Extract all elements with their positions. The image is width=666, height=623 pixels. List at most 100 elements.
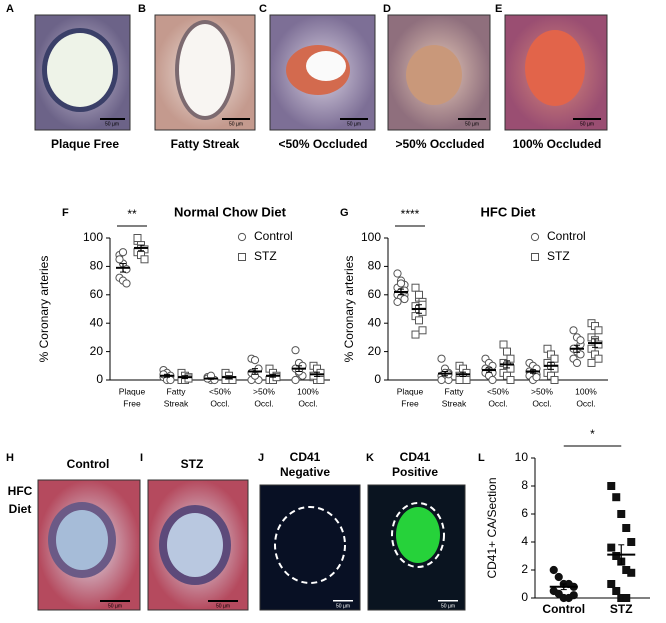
- data-point: [250, 356, 260, 365]
- data-point: [549, 565, 558, 575]
- data-point: [291, 346, 300, 355]
- caption: STZ: [181, 457, 204, 471]
- data-point: [437, 354, 446, 363]
- y-tick-label: 100: [361, 230, 381, 244]
- y-tick-label: 80: [368, 259, 382, 273]
- panel-letter: D: [383, 3, 391, 15]
- data-point: [462, 376, 471, 384]
- x-tick-label: STZ: [610, 602, 633, 616]
- data-point: [503, 347, 511, 356]
- legend-marker: [530, 232, 540, 242]
- y-tick-label: 4: [521, 534, 528, 548]
- y-tick-label: 0: [96, 372, 103, 386]
- data-point: [506, 376, 515, 384]
- y-tick-label: 0: [374, 372, 381, 386]
- chart-title: HFC Diet: [481, 204, 537, 219]
- data-point: [316, 376, 325, 384]
- data-point: [140, 255, 149, 264]
- x-tick-label: Fatty: [445, 386, 465, 396]
- data-point: [612, 493, 621, 502]
- x-tick-label: Occl.: [532, 398, 551, 408]
- scale-label: 50 µm: [336, 603, 350, 609]
- scale-label: 50 µm: [465, 121, 479, 127]
- micrographs-bottom: [37, 479, 466, 611]
- y-tick-label: 100: [83, 230, 103, 244]
- y-tick-label: 60: [90, 287, 104, 301]
- x-tick-label: Plaque: [397, 386, 424, 396]
- data-point: [411, 283, 420, 292]
- data-point: [400, 294, 409, 304]
- x-tick-label: 100%: [575, 386, 597, 396]
- legend-label: Control: [254, 229, 293, 243]
- data-point: [594, 326, 603, 335]
- data-point: [569, 591, 578, 600]
- x-tick-label: >50%: [253, 386, 275, 396]
- x-tick-label: Streak: [164, 398, 189, 408]
- scale-label: 50 µm: [347, 121, 361, 127]
- data-point: [594, 354, 603, 363]
- caption: <50% Occluded: [278, 137, 367, 151]
- data-point: [418, 326, 427, 335]
- x-tick-label: <50%: [487, 386, 509, 396]
- y-axis-label: CD41+ CA/Section: [485, 477, 499, 578]
- data-point: [572, 358, 582, 368]
- data-point: [411, 330, 420, 339]
- data-point: [622, 594, 631, 602]
- y-axis-label: % Coronary arteries: [342, 256, 356, 363]
- data-point: [627, 568, 636, 577]
- caption: HFC: [8, 484, 33, 498]
- x-tick-label: Plaque: [119, 386, 146, 396]
- data-point: [532, 373, 541, 382]
- data-point: [506, 364, 515, 373]
- x-tick-label: Free: [123, 398, 141, 408]
- panel-letter: B: [138, 3, 146, 15]
- caption: Plaque Free: [51, 137, 119, 151]
- data-point: [400, 286, 409, 295]
- data-point: [569, 326, 578, 335]
- data-point: [554, 572, 563, 582]
- legend-label: STZ: [254, 249, 277, 263]
- y-tick-label: 40: [90, 315, 104, 329]
- panel-letter: E: [495, 3, 502, 15]
- x-tick-label: Occl.: [254, 398, 273, 408]
- scale-label: 50 µm: [105, 121, 119, 127]
- data-point: [612, 587, 621, 595]
- caption: Fatty Streak: [171, 137, 240, 151]
- data-point: [587, 358, 596, 367]
- x-tick-label: >50%: [531, 386, 553, 396]
- legend-marker: [238, 253, 246, 261]
- y-tick-label: 0: [521, 590, 528, 604]
- legend-marker: [531, 253, 539, 261]
- legend-label: STZ: [547, 249, 570, 263]
- legend-marker: [237, 232, 247, 242]
- x-tick-label: Free: [401, 398, 419, 408]
- data-point: [133, 234, 142, 242]
- x-tick-label: <50%: [209, 386, 231, 396]
- data-point: [607, 543, 616, 552]
- x-tick-label: Occl.: [488, 398, 507, 408]
- scale-label: 50 µm: [108, 603, 122, 609]
- x-tick-label: Control: [542, 602, 585, 616]
- y-tick-label: 2: [521, 562, 528, 576]
- micrographs-top: 50 µm 50 µm 50 µm 50 µm 50 µm: [34, 14, 608, 131]
- caption: CD41: [400, 450, 431, 464]
- caption: CD41: [290, 450, 321, 464]
- panel-letter: C: [259, 3, 267, 15]
- data-point: [393, 269, 402, 278]
- annotation: **: [127, 207, 137, 221]
- panel-letter: H: [6, 452, 14, 464]
- data-point: [393, 297, 402, 306]
- data-point: [576, 336, 585, 345]
- y-tick-label: 40: [368, 315, 382, 329]
- y-axis-label: % Coronary arteries: [37, 256, 51, 363]
- x-tick-label: 100%: [297, 386, 319, 396]
- data-point: [607, 580, 616, 588]
- data-point: [499, 340, 508, 349]
- caption: Positive: [392, 465, 438, 479]
- x-tick-label: Streak: [442, 398, 467, 408]
- data-point: [455, 376, 464, 384]
- data-point: [622, 524, 631, 532]
- x-tick-label: Occl.: [210, 398, 229, 408]
- caption: >50% Occluded: [395, 137, 484, 151]
- data-point: [115, 255, 124, 264]
